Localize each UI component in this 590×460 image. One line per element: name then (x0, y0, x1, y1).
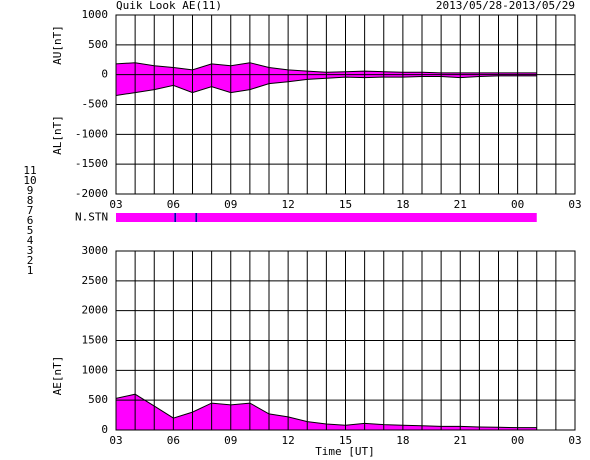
x-tick-label: 09 (224, 198, 237, 211)
station-segment (195, 213, 198, 222)
y-tick-label: -1500 (75, 157, 108, 170)
plot-frame (115, 250, 576, 431)
x-tick-label: 18 (396, 198, 409, 211)
area (116, 394, 537, 430)
plot-frame (115, 14, 576, 195)
y-tick-label: 500 (88, 38, 108, 51)
x-tick-label: 00 (511, 198, 524, 211)
level-label: 7 (27, 204, 34, 217)
y-tick-label: 1000 (82, 363, 109, 376)
y-axis-label: AU[nT] (51, 25, 64, 65)
y-tick-label: -500 (82, 98, 109, 111)
strip-label: N.STN (75, 211, 108, 224)
y-tick-label: 2000 (82, 304, 109, 317)
station-segment (197, 213, 537, 222)
y-tick-label: 2500 (82, 274, 109, 287)
x-tick-label: 15 (339, 434, 352, 447)
x-tick-label: 03 (568, 434, 581, 447)
y-axis-label: AL[nT] (51, 115, 64, 155)
level-label: 6 (27, 214, 34, 227)
y-axis-label: AE[nT] (51, 356, 64, 396)
x-tick-label: 12 (282, 198, 295, 211)
x-tick-label: 03 (109, 434, 122, 447)
x-axis-label: Time [UT] (315, 445, 375, 458)
level-label: 4 (27, 234, 34, 247)
y-tick-label: -2000 (75, 187, 108, 200)
x-tick-label: 18 (396, 434, 409, 447)
station-segment (174, 213, 177, 222)
level-label: 5 (27, 224, 34, 237)
level-label: 9 (27, 184, 34, 197)
x-tick-label: 12 (282, 434, 295, 447)
area (116, 74, 537, 96)
x-tick-label: 15 (339, 198, 352, 211)
y-tick-label: 3000 (82, 244, 109, 257)
level-label: 8 (27, 194, 34, 207)
x-tick-label: 21 (454, 434, 467, 447)
x-tick-label: 06 (167, 198, 180, 211)
y-tick-label: -1000 (75, 127, 108, 140)
x-tick-label: 00 (511, 434, 524, 447)
y-tick-label: 1500 (82, 334, 109, 347)
x-tick-label: 09 (224, 434, 237, 447)
x-tick-label: 03 (109, 198, 122, 211)
x-tick-label: 03 (568, 198, 581, 211)
x-tick-label: 21 (454, 198, 467, 211)
y-tick-label: 500 (88, 393, 108, 406)
station-segment (116, 213, 175, 222)
chart-title: Quik Look AE(11) (116, 0, 222, 12)
area (116, 62, 537, 75)
y-tick-label: 0 (101, 423, 108, 436)
level-label: 2 (27, 254, 34, 267)
station-segment (176, 213, 196, 222)
level-label: 10 (23, 174, 36, 187)
level-label: 3 (27, 244, 34, 257)
x-tick-label: 06 (167, 434, 180, 447)
y-tick-label: 0 (101, 68, 108, 81)
date-range: 2013/05/28-2013/05/29 (436, 0, 575, 12)
level-label: 11 (23, 164, 36, 177)
y-tick-label: 1000 (82, 8, 109, 21)
level-label: 1 (27, 264, 34, 277)
